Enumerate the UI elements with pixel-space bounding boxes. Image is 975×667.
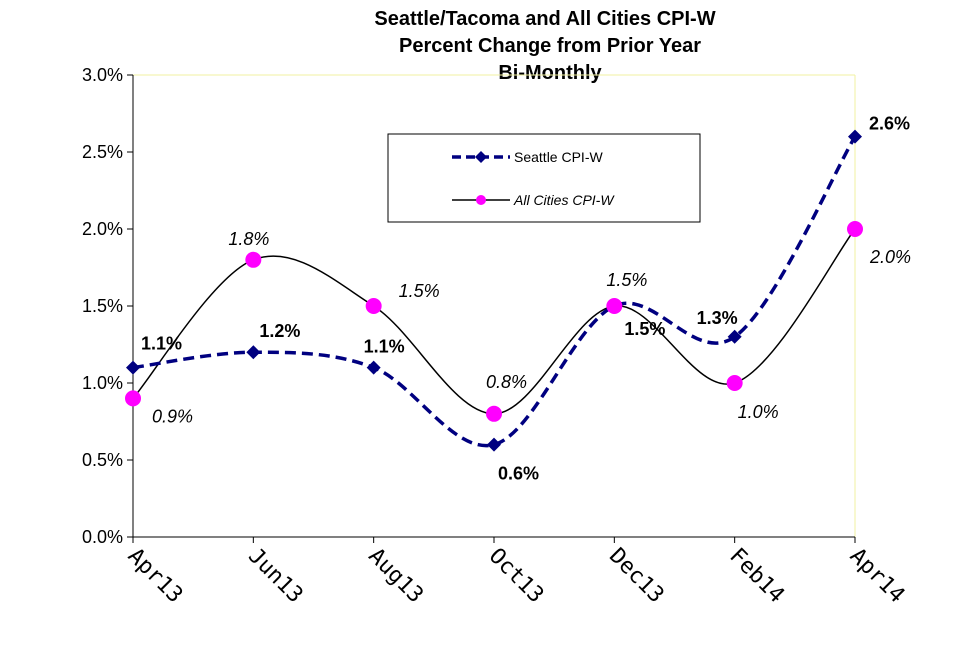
all-cities-point [726, 375, 743, 391]
legend: Seattle CPI-W All Cities CPI-W [387, 133, 701, 223]
seattle-point [727, 329, 742, 344]
legend-all-cities-label: All Cities CPI-W [513, 192, 615, 208]
seattle-data-label: 1.2% [259, 321, 300, 341]
seattle-point [366, 360, 381, 375]
chart-title-line-3: Bi-Monthly [498, 62, 602, 84]
plot-area [133, 74, 856, 537]
x-tick-label: Oct13 [484, 544, 549, 609]
legend-seattle-label: Seattle CPI-W [514, 149, 603, 165]
data-labels: 1.1% 1.2% 1.1% 0.6% 1.5% 1.3% 2.6% 0.9% 1.8% 1.5%… [141, 114, 911, 484]
legend-box [387, 133, 701, 223]
all-cities-point [606, 298, 623, 314]
x-tick-label: Apr13 [123, 544, 188, 609]
chart-title: Seattle/Tacoma and All Cities CPI-W Perc… [374, 8, 715, 84]
seattle-data-label: 0.6% [498, 464, 539, 484]
x-tick-label: Feb14 [724, 544, 789, 609]
legend-seattle-marker [475, 151, 487, 163]
seattle-point [848, 129, 862, 144]
y-tick-label: 0.5% [82, 450, 123, 470]
all-cities-data-label: 0.8% [486, 372, 527, 392]
all-cities-point [486, 405, 502, 422]
legend-all-cities-marker [476, 195, 486, 205]
y-tick-label: 2.0% [82, 219, 123, 239]
seattle-point [487, 437, 501, 452]
x-tick-label: Jun13 [243, 544, 308, 609]
seattle-data-label: 1.3% [697, 308, 738, 328]
seattle-data-label: 1.5% [624, 319, 665, 339]
y-tick-label: 1.0% [82, 373, 123, 393]
y-tick-label: 3.0% [82, 65, 123, 85]
seattle-data-label: 1.1% [364, 337, 405, 357]
y-axis: 0.0% 0.5% 1.0% 1.5% 2.0% 2.5% 3.0% [82, 65, 134, 547]
all-cities-point [245, 251, 262, 268]
y-tick-label: 0.0% [82, 527, 123, 547]
all-cities-point [847, 221, 863, 237]
seattle-data-label: 2.6% [869, 114, 910, 134]
y-tick-label: 1.5% [82, 296, 123, 316]
all-cities-point [125, 390, 141, 407]
y-tick-label: 2.5% [82, 142, 123, 162]
seattle-point [246, 345, 261, 360]
all-cities-data-label: 1.5% [399, 281, 440, 301]
chart-title-line-2: Percent Change from Prior Year [399, 35, 701, 57]
x-axis: Apr13 Jun13 Aug13 Oct13 Dec13 Feb14 Apr14 [123, 536, 910, 609]
all-cities-data-label: 1.8% [228, 229, 269, 249]
all-cities-point [365, 298, 382, 314]
seattle-data-label: 1.1% [141, 334, 182, 354]
all-cities-data-label: 2.0% [869, 247, 911, 267]
all-cities-data-label: 1.5% [606, 270, 647, 290]
all-cities-data-label: 1.0% [738, 402, 779, 422]
x-tick-label: Dec13 [604, 544, 669, 609]
all-cities-data-label: 0.9% [152, 406, 193, 426]
seattle-point [126, 360, 140, 375]
x-tick-label: Apr14 [845, 544, 910, 609]
series-layer [125, 129, 863, 452]
x-tick-label: Aug13 [363, 544, 428, 609]
chart-title-line-1: Seattle/Tacoma and All Cities CPI-W [374, 8, 715, 30]
